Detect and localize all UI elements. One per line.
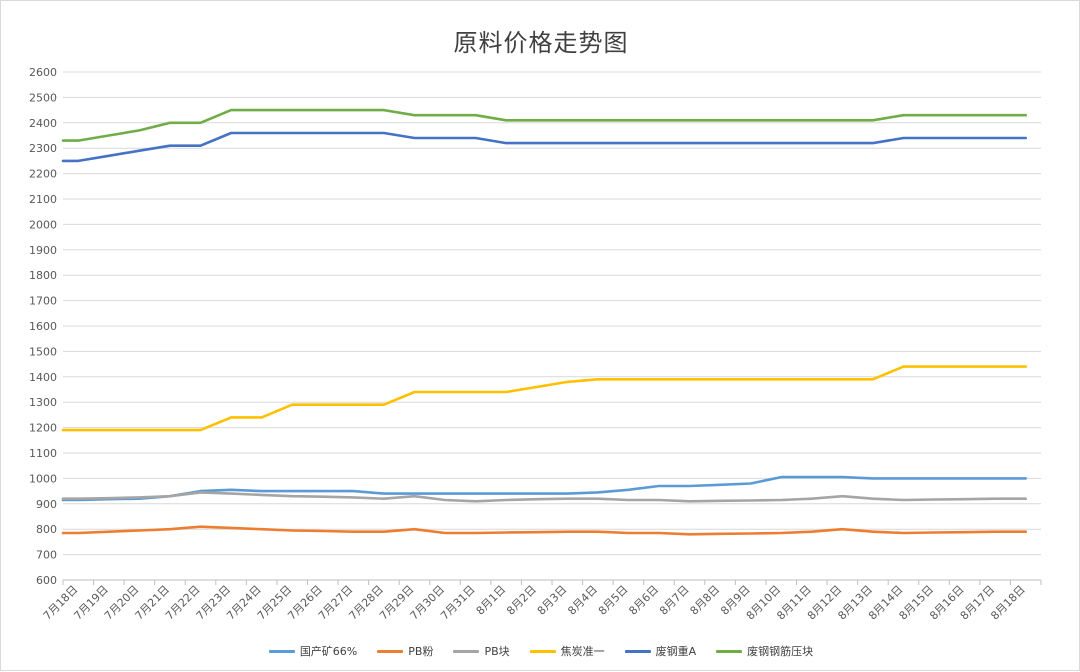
y-tick-label: 2100 (29, 193, 57, 206)
y-tick-label: 1500 (29, 345, 57, 358)
y-tick-label: 2400 (29, 117, 57, 130)
y-tick-label: 1300 (29, 396, 57, 409)
x-tick-label: 8月8日 (688, 583, 723, 618)
x-tick-label: 8月2日 (504, 583, 539, 618)
y-tick-label: 1100 (29, 447, 57, 460)
legend-item: 国产矿66% (268, 643, 358, 659)
y-axis-labels: 600 700 800 900 1000 1100 1200 1300 1400 1500 1600… (29, 66, 57, 587)
legend-swatch (268, 649, 295, 653)
y-tick-label: 1900 (29, 244, 57, 257)
y-tick-label: 1600 (29, 320, 57, 333)
y-tick-label: 1800 (29, 269, 57, 282)
series-line-2 (61, 525, 1027, 536)
x-tick-label: 8月5日 (596, 583, 631, 618)
y-tick-label: 700 (36, 549, 57, 562)
legend-item: PB粉 (377, 643, 433, 659)
legend-label: 国产矿66% (299, 645, 358, 658)
legend-label: PB粉 (408, 645, 434, 658)
x-tick-label: 8月6日 (626, 583, 661, 618)
series-line-4 (61, 365, 1027, 432)
y-tick-label: 2600 (29, 66, 57, 79)
series-line-6 (61, 108, 1027, 142)
x-tick-label: 8月18日 (988, 583, 1028, 623)
legend-item: 废钢重A (624, 643, 697, 659)
y-tick-label: 1700 (29, 295, 57, 308)
y-tick-label: 1000 (29, 472, 57, 485)
chart-title: 原料价格走势图 (453, 29, 629, 57)
series-line-1 (61, 475, 1027, 502)
y-tick-label: 900 (36, 498, 57, 511)
legend-swatch (453, 649, 480, 653)
y-tick-label: 2200 (29, 168, 57, 181)
legend-swatch (624, 649, 651, 653)
x-tick-label: 8月1日 (474, 583, 509, 618)
series-line-3 (61, 491, 1027, 503)
legend-item: 废钢钢筋压块 (716, 643, 813, 659)
legend-label: 废钢重A (655, 645, 697, 658)
x-tick-label: 8月3日 (535, 583, 570, 618)
legend-item: 焦炭准一 (529, 643, 605, 659)
x-tick-label: 8月4日 (565, 583, 600, 618)
y-tick-label: 2000 (29, 218, 57, 231)
chart-legend: 国产矿66% PB粉 PB块 焦炭准一 废钢重A 废钢钢筋压块 (1, 643, 1080, 659)
legend-swatch (716, 649, 743, 653)
series-line-5 (61, 131, 1027, 163)
y-tick-label: 1200 (29, 422, 57, 435)
x-tick-label: 7月31日 (438, 583, 478, 623)
y-tick-label: 2300 (29, 142, 57, 155)
legend-label: PB块 (484, 645, 510, 658)
legend-item: PB块 (453, 643, 510, 659)
legend-swatch (377, 649, 404, 653)
y-tick-label: 600 (36, 574, 57, 587)
y-gridlines (63, 71, 1041, 556)
y-tick-label: 800 (36, 523, 57, 536)
legend-label: 焦炭准一 (560, 645, 605, 658)
legend-label: 废钢钢筋压块 (747, 645, 814, 658)
x-axis-labels: 7月18日7月19日7月20日7月21日7月22日7月23日7月24日7月25日… (41, 580, 1042, 623)
y-tick-label: 1400 (29, 371, 57, 384)
x-tick-label: 8月7日 (657, 583, 692, 618)
legend-swatch (529, 649, 556, 653)
y-tick-label: 2500 (29, 91, 57, 104)
